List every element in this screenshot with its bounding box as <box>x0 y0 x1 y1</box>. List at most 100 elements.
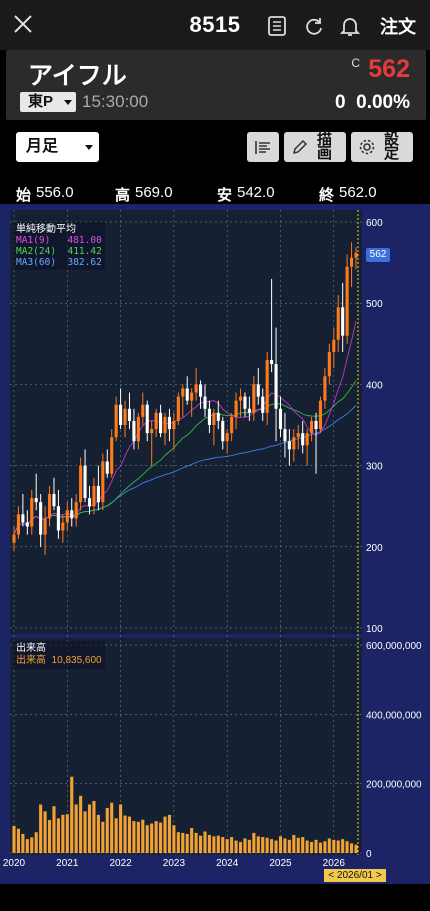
top-bar: 8515 注文 <box>0 0 430 50</box>
volume-bar <box>136 821 140 853</box>
stock-name: アイフル <box>28 62 127 90</box>
candle-body <box>230 416 234 434</box>
date-cursor-tag[interactable]: < 2026/01 > <box>324 869 386 882</box>
refresh-icon[interactable] <box>303 15 325 37</box>
volume-bar <box>96 814 100 853</box>
volume-bar <box>216 835 220 853</box>
candle-body <box>350 257 354 267</box>
ma2-legend: MA2(24) 411.42 <box>16 246 102 257</box>
candle-body <box>314 420 318 430</box>
volume-bar <box>274 840 278 853</box>
ma3-legend: MA3(60) 382.62 <box>16 257 102 268</box>
candle-body <box>247 408 251 413</box>
volume-bar <box>25 839 29 853</box>
price-chart[interactable]: 600 500 400 300 200 100 600,000,000 400,000,000… <box>0 204 430 884</box>
period-selector[interactable]: 月足 <box>16 132 99 162</box>
candle-body <box>172 420 176 430</box>
price-tick-label: 500 <box>366 299 383 310</box>
candle-body <box>43 518 47 535</box>
candle-body <box>341 307 345 336</box>
volume-bar <box>278 836 283 853</box>
volume-bar <box>327 838 331 853</box>
x-tick-label: 2025 <box>269 858 292 869</box>
volume-bar <box>247 839 251 853</box>
x-tick-label: 2020 <box>3 858 26 869</box>
candle-body <box>181 388 185 397</box>
candle-body <box>207 408 211 425</box>
exchange-selector[interactable]: 東P <box>20 92 76 112</box>
price-tick-label: 300 <box>366 462 383 473</box>
volume-bar <box>154 821 158 853</box>
exchange-label: 東P <box>28 93 54 110</box>
volume-bar <box>341 839 345 853</box>
candle-body <box>305 433 309 446</box>
candle-body <box>345 266 349 336</box>
price-change: 0 0.00% <box>335 92 410 113</box>
candle-body <box>70 510 74 519</box>
volume-bar <box>212 836 216 853</box>
volume-bar <box>30 837 34 853</box>
candle-body <box>141 404 145 417</box>
volume-bar <box>52 806 56 853</box>
chart-area[interactable]: 600 500 400 300 200 100 600,000,000 400,000,000… <box>0 204 430 884</box>
close-icon[interactable] <box>12 13 34 35</box>
volume-bar <box>159 822 163 853</box>
volume-bar <box>74 804 78 853</box>
volume-bar <box>167 814 172 853</box>
volume-bar <box>79 795 83 853</box>
settings-label: 設定 <box>384 131 400 162</box>
volume-bar <box>21 833 25 853</box>
volume-bar <box>101 821 105 853</box>
x-tick-label: 2022 <box>109 858 132 869</box>
candle-body <box>221 420 225 442</box>
volume-tick-label: 0 <box>366 849 372 860</box>
candle-body <box>145 404 149 434</box>
candle-body <box>176 396 180 421</box>
candle-body <box>287 441 291 450</box>
candle-body <box>167 416 172 430</box>
current-price: 562 <box>368 55 410 83</box>
chevron-down-icon <box>85 145 93 150</box>
volume-bar <box>141 819 145 853</box>
indicator-list-button[interactable] <box>247 132 279 162</box>
volume-bar <box>190 828 194 853</box>
volume-bar <box>221 837 225 853</box>
candle-body <box>159 412 163 434</box>
candle-body <box>256 384 260 397</box>
volume-bar <box>34 832 38 853</box>
volume-bar <box>176 832 180 853</box>
draw-button[interactable]: 描画 <box>284 132 346 162</box>
settings-button[interactable]: 設定 <box>351 132 413 162</box>
candle-body <box>101 461 105 503</box>
document-icon[interactable] <box>266 15 288 37</box>
volume-bar <box>301 837 305 853</box>
x-tick-label: 2021 <box>56 858 79 869</box>
order-button[interactable]: 注文 <box>380 17 416 37</box>
candle-body <box>185 388 189 401</box>
x-tick-label: 2024 <box>216 858 239 869</box>
candle-body <box>56 506 60 531</box>
volume-bar <box>114 818 118 853</box>
volume-bar <box>332 839 336 853</box>
x-tick-label: 2023 <box>163 858 186 869</box>
volume-bar <box>105 807 109 853</box>
x-tick-label: 2026 <box>323 858 346 869</box>
candle-body <box>216 412 220 421</box>
bottom-bar <box>0 884 430 911</box>
ma-legend-title: 単純移動平均 <box>16 224 76 235</box>
volume-bar <box>198 835 203 853</box>
candle-body <box>292 437 296 450</box>
volume-bar <box>145 825 149 853</box>
candle-body <box>336 307 340 340</box>
volume-bar <box>230 837 234 853</box>
pencil-icon <box>292 139 308 155</box>
volume-legend-title: 出来高 <box>16 643 46 654</box>
candle-body <box>154 412 158 430</box>
candle-body <box>119 404 123 425</box>
candle-body <box>310 420 314 434</box>
price-tick-label: 600 <box>366 218 383 229</box>
bell-icon[interactable] <box>339 15 361 37</box>
volume-bar <box>110 802 114 853</box>
volume-bar <box>287 839 291 853</box>
candle-body <box>87 498 92 507</box>
